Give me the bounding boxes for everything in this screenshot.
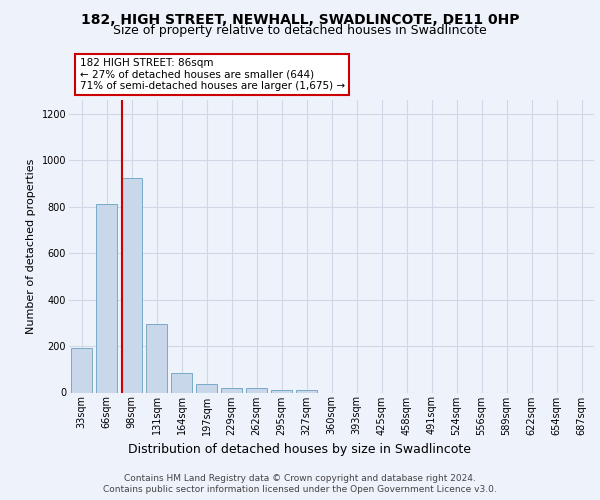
Text: Contains public sector information licensed under the Open Government Licence v3: Contains public sector information licen… [103,485,497,494]
Bar [96,204,117,392]
Text: 182 HIGH STREET: 86sqm
← 27% of detached houses are smaller (644)
71% of semi-de: 182 HIGH STREET: 86sqm ← 27% of detached… [79,58,344,91]
Bar [71,348,92,393]
Text: Contains HM Land Registry data © Crown copyright and database right 2024.: Contains HM Land Registry data © Crown c… [124,474,476,483]
Bar [196,384,217,392]
Bar [296,390,317,392]
Bar [121,178,142,392]
Text: Size of property relative to detached houses in Swadlincote: Size of property relative to detached ho… [113,24,487,37]
Bar [171,373,192,392]
Bar [146,324,167,392]
Bar [246,388,267,392]
Bar [221,388,242,392]
Text: Distribution of detached houses by size in Swadlincote: Distribution of detached houses by size … [128,442,472,456]
Y-axis label: Number of detached properties: Number of detached properties [26,158,36,334]
Bar [271,390,292,392]
Text: 182, HIGH STREET, NEWHALL, SWADLINCOTE, DE11 0HP: 182, HIGH STREET, NEWHALL, SWADLINCOTE, … [81,12,519,26]
